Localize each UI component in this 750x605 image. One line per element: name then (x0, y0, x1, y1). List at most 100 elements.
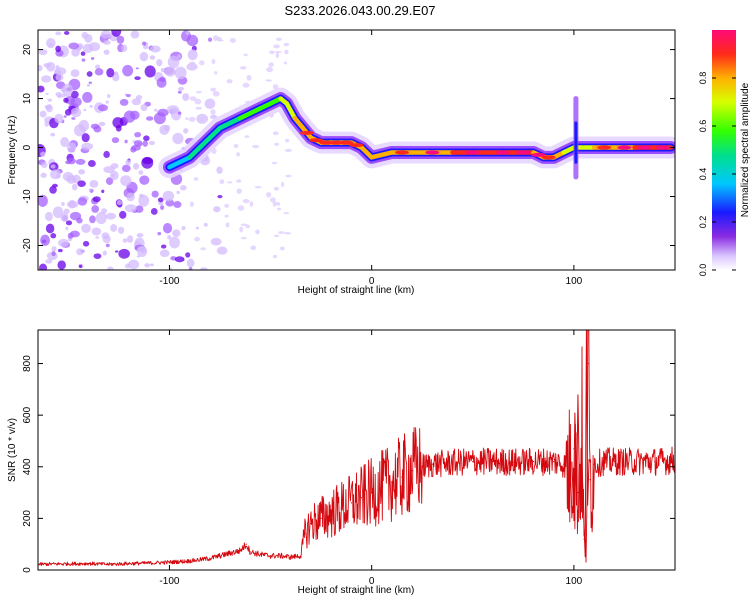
heatmap-noise-speckle (285, 148, 292, 152)
heatmap-noise-blob (141, 156, 154, 169)
heatmap-noise-blob (128, 259, 140, 270)
heatmap-noise-blob (167, 234, 172, 240)
heatmap-noise-blob (40, 234, 50, 246)
heatmap-ridge-peak (349, 143, 364, 148)
heatmap-noise-blob (126, 192, 135, 202)
heatmap-noise-blob (54, 113, 64, 124)
heatmap-ridge-core (359, 145, 374, 160)
snr-data-point (229, 552, 231, 554)
heatmap-noise-blob (52, 183, 58, 188)
heatmap-noise-blob (177, 90, 182, 94)
heatmap-noise-blob (141, 41, 147, 46)
heatmap-noise-blob (103, 49, 110, 55)
heatmap-noise-speckle (254, 186, 262, 189)
heatmap-x-tick-label: 100 (566, 276, 583, 287)
heatmap-noise-blob (135, 67, 139, 70)
heatmap-noise-blob (137, 246, 146, 253)
heatmap-noise-blob (38, 85, 45, 93)
heatmap-noise-blob (51, 251, 56, 257)
snr-data-point (340, 507, 342, 509)
colorbar-tick-label: 0.4 (698, 168, 708, 181)
heatmap-noise-blob (186, 258, 195, 268)
heatmap-noise-speckle (279, 246, 285, 251)
heatmap-noise-blob (70, 69, 80, 78)
heatmap-noise-blob (81, 58, 86, 62)
heatmap-noise-blob (55, 45, 62, 53)
heatmap-noise-blob (118, 248, 130, 259)
heatmap-noise-blob (169, 236, 180, 249)
heatmap-noise-blob (45, 259, 53, 264)
snr-x-tick-label: 100 (566, 576, 583, 587)
heatmap-noise-blob (111, 137, 120, 144)
heatmap-noise-speckle (200, 117, 205, 122)
heatmap-noise-blob (134, 132, 142, 138)
heatmap-noise-blob (164, 66, 176, 77)
heatmap-noise-speckle (272, 131, 279, 136)
heatmap-noise-blob (76, 248, 84, 256)
snr-data-point (633, 461, 636, 463)
heatmap-noise-blob (58, 238, 69, 247)
heatmap-noise-speckle (226, 181, 233, 184)
heatmap-noise-blob (148, 140, 155, 146)
heatmap-noise-blob (45, 92, 49, 95)
heatmap-noise-blob (149, 55, 156, 60)
heatmap-noise-blob (55, 73, 64, 82)
heatmap-ridge-peak (309, 138, 324, 143)
heatmap-noise-speckle (242, 82, 250, 88)
heatmap-noise-speckle (194, 236, 200, 242)
colorbar-ticks: 0.0 0.2 0.4 0.6 0.8 (698, 72, 736, 276)
heatmap-noise-blob (122, 64, 134, 77)
heatmap-noise-blob (63, 208, 70, 214)
heatmap-noise-blob (87, 159, 96, 168)
heatmap-noise-blob (44, 121, 50, 127)
heatmap-noise-speckle (214, 71, 218, 75)
snr-x-tick-label: 0 (369, 576, 375, 587)
heatmap-noise-blob (186, 63, 198, 71)
heatmap-noise-blob (50, 132, 56, 137)
heatmap-noise-blob (57, 248, 63, 253)
heatmap-noise-blob (144, 65, 156, 78)
heatmap-noise-speckle (265, 79, 273, 82)
snr-data-point (492, 461, 494, 463)
heatmap-noise-blob (97, 104, 109, 112)
heatmap-x-tick-label: -100 (159, 276, 179, 287)
snr-data-point (249, 551, 251, 553)
heatmap-noise-blob (203, 222, 208, 227)
heatmap-noise-blob (80, 51, 86, 56)
heatmap-noise-blob (139, 51, 149, 62)
heatmap-noise-blob (83, 108, 87, 112)
heatmap-x-label: Height of straight line (km) (298, 285, 415, 296)
heatmap-noise-blob (131, 98, 142, 106)
heatmap-noise-blob (123, 110, 136, 123)
heatmap-ridge-peak (329, 140, 344, 145)
heatmap-noise-blob (105, 243, 110, 248)
snr-data-point (553, 461, 555, 463)
heatmap-noise-blob (57, 260, 66, 270)
snr-data-point (411, 470, 413, 472)
heatmap-noise-speckle (200, 247, 206, 251)
heatmap-noise-blob (185, 117, 189, 120)
heatmap-noise-blob (122, 238, 128, 243)
heatmap-noise-speckle (239, 66, 247, 70)
snr-data-point (310, 522, 312, 525)
heatmap-ridge-peak (339, 140, 354, 145)
heatmap-noise-speckle (285, 174, 292, 178)
colorbar-tick-label: 0.8 (698, 72, 708, 85)
heatmap-noise-blob (207, 37, 213, 42)
heatmap-noise-speckle (283, 61, 287, 65)
heatmap-noise-speckle (270, 197, 276, 203)
heatmap-noise-speckle (273, 44, 280, 49)
heatmap-noise-speckle (190, 50, 197, 55)
heatmap-noise-blob (70, 107, 82, 118)
heatmap-noise-blob (90, 57, 95, 61)
heatmap-noise-blob (121, 164, 131, 173)
heatmap-ridge-peak (465, 150, 480, 155)
heatmap-noise-blob (154, 108, 158, 112)
heatmap-noise-blob (84, 33, 93, 43)
heatmap-noise-speckle (198, 60, 205, 66)
snr-data-point (239, 550, 241, 552)
figure-title: S233.2026.043.00.29.E07 (284, 3, 435, 18)
heatmap-noise-blob (57, 94, 62, 99)
heatmap-noise-blob (102, 235, 111, 244)
heatmap-noise-speckle (273, 186, 280, 191)
